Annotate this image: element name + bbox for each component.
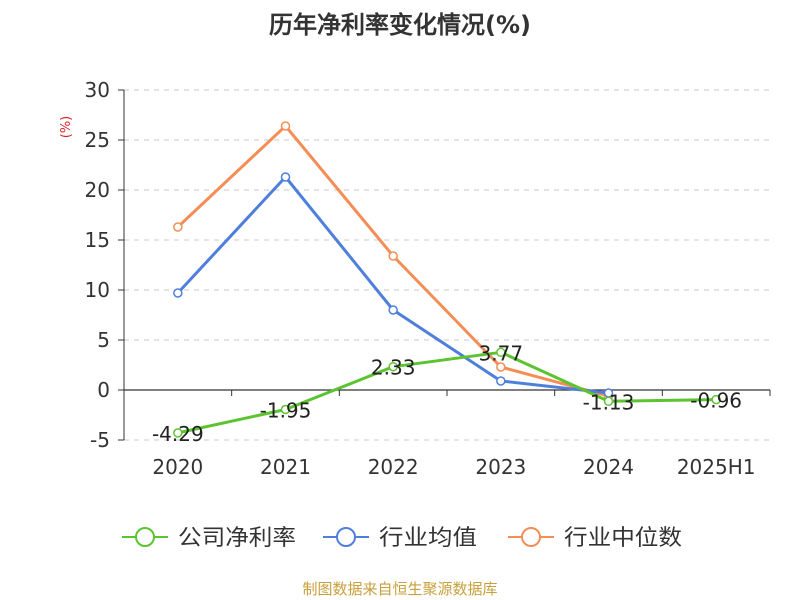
x-tick-label: 2024 [583, 455, 634, 479]
data-point [280, 121, 291, 131]
legend-marker [135, 527, 155, 547]
data-point [603, 396, 614, 407]
chart-title: 历年净利率变化情况(%) [269, 11, 531, 39]
y-tick-label: -5 [90, 428, 110, 452]
data-point [496, 362, 506, 372]
legend-item-2[interactable]: 行业中位数 [508, 526, 682, 551]
data-point [173, 288, 183, 298]
y-tick-label: 15 [85, 228, 110, 252]
legend-marker [336, 527, 356, 547]
data-point [388, 251, 398, 261]
data-point [388, 361, 398, 372]
data-labels: -4.29 -1.95 2.33 3.77 -1.13 -0.96 [152, 341, 742, 446]
data-source-note: 制图数据来自恒生聚源数据库 [302, 580, 498, 598]
x-tick-label: 2021 [260, 455, 311, 479]
legend-marker [521, 527, 541, 547]
data-point [173, 222, 183, 232]
data-point [280, 172, 291, 182]
x-tick-label: 2025H1 [677, 455, 756, 479]
data-point [496, 376, 506, 386]
series-lines [173, 121, 721, 438]
data-label: -4.29 [152, 422, 204, 446]
legend-item-1[interactable]: 行业均值 [323, 526, 477, 551]
data-point [173, 428, 183, 438]
legend-label: 行业均值 [379, 526, 477, 551]
y-axis-label: (%) [59, 116, 74, 139]
axes: 30 25 20 15 10 5 0 -5 2020 2021 2022 2023 2024 2025H1 [85, 78, 771, 479]
legend-label: 行业中位数 [564, 526, 682, 551]
legend[interactable]: 公司净利率 行业均值 行业中位数 [122, 526, 682, 551]
legend-item-0[interactable]: 公司净利率 [122, 526, 296, 551]
y-tick-label: 0 [97, 378, 110, 402]
legend-label: 公司净利率 [178, 526, 296, 551]
data-label: 3.77 [479, 341, 524, 365]
y-tick-label: 5 [97, 328, 110, 352]
series-line-0 [177, 350, 717, 435]
y-tick-label: 10 [85, 278, 110, 302]
data-label: 2.33 [371, 356, 416, 380]
x-tick-label: 2020 [152, 455, 203, 479]
y-tick-label: 25 [85, 128, 110, 152]
data-point [388, 305, 398, 315]
data-point [711, 394, 721, 405]
x-tick-label: 2023 [475, 455, 526, 479]
x-tick-label: 2022 [368, 455, 419, 479]
y-tick-label: 20 [85, 178, 110, 202]
data-point [280, 404, 291, 415]
data-label: -0.96 [690, 389, 742, 413]
data-point [496, 347, 506, 358]
grid-lines [124, 89, 770, 441]
data-label: -1.95 [260, 399, 312, 423]
data-label: -1.13 [583, 390, 635, 414]
y-tick-label: 30 [85, 78, 110, 102]
